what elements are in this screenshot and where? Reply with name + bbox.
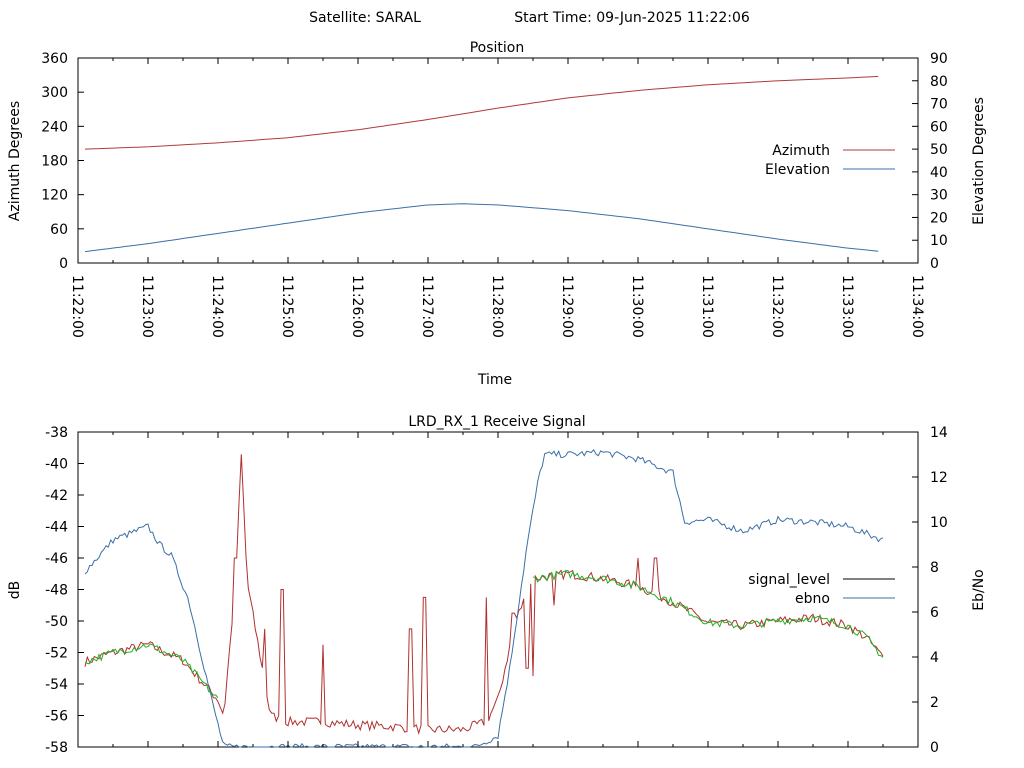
y-tick-label: -48: [45, 583, 68, 599]
start-time-label: Start Time: 09-Jun-2025 11:22:06: [514, 10, 750, 26]
y2-tick-label: 2: [930, 695, 939, 711]
y2-tick-label: 90: [930, 51, 948, 67]
x-tick-label: 11:25:00: [279, 275, 295, 338]
satellite-label: Satellite: SARAL: [309, 10, 421, 26]
y-tick-label: -58: [45, 740, 68, 756]
x-tick-label: 11:34:00: [909, 275, 925, 338]
y-tick-label: 360: [41, 51, 68, 67]
x-tick-label: 11:24:00: [209, 275, 225, 338]
x-tick-label: 11:29:00: [559, 275, 575, 338]
y-tick-label: 300: [41, 85, 68, 101]
y2-tick-label: 70: [930, 97, 948, 113]
y2-tick-label: 60: [930, 119, 948, 135]
y2-tick-label: 0: [930, 256, 939, 272]
position-chart: Position 0 60 120 180 240 300 360 0 10 20 30 40 50 60…: [7, 40, 987, 388]
signal-level-series-line-segment: [532, 569, 884, 658]
y2-tick-label: 10: [930, 233, 948, 249]
y-tick-label: 180: [41, 154, 68, 170]
position-chart-title: Position: [470, 40, 525, 56]
y-tick-label: -46: [45, 551, 68, 567]
y-tick-label: -54: [45, 677, 68, 693]
y2-tick-label: 30: [930, 188, 948, 204]
signal-y-axis-label: dB: [7, 581, 23, 600]
receive-signal-chart: LRD_RX_1 Receive Signal -58 -56 -54 -52 -50 -…: [7, 414, 987, 756]
ebno-series-line: [84, 448, 884, 748]
position-x-axis-label: Time: [477, 372, 512, 388]
elevation-series-line: [84, 203, 879, 253]
x-tick-label: 11:22:00: [69, 275, 85, 338]
x-tick-label: 11:26:00: [349, 275, 365, 338]
y-tick-label: -56: [45, 709, 68, 725]
y2-tick-label: 20: [930, 210, 948, 226]
x-tick-label: 11:30:00: [629, 275, 645, 338]
position-plot-frame: [77, 57, 919, 264]
x-tick-label: 11:31:00: [699, 275, 715, 338]
position-y-axis-label: Azimuth Degrees: [7, 101, 23, 221]
y2-tick-label: 14: [930, 425, 948, 441]
signal-y2-axis-label: Eb/No: [971, 569, 987, 611]
y-tick-label: 0: [59, 256, 68, 272]
x-tick-label: 11:23:00: [139, 275, 155, 338]
x-tick-label: 11:33:00: [839, 275, 855, 338]
y2-tick-label: 80: [930, 74, 948, 90]
y2-tick-label: 12: [930, 470, 948, 486]
signal-plot-frame: [77, 431, 919, 748]
x-tick-label: 11:28:00: [489, 275, 505, 338]
x-tick-label: 11:27:00: [419, 275, 435, 338]
signal-level-series-line-segment: [84, 643, 219, 699]
y-tick-label: -44: [45, 520, 68, 536]
y2-tick-label: 8: [930, 560, 939, 576]
signal-level-series-line: [84, 454, 884, 735]
y-tick-label: -50: [45, 614, 68, 630]
y2-tick-label: 10: [930, 515, 948, 531]
y-tick-label: 120: [41, 188, 68, 204]
y2-tick-label: 40: [930, 165, 948, 181]
legend-label: signal_level: [748, 572, 830, 588]
y-tick-label: -38: [45, 425, 68, 441]
x-tick-label: 11:32:00: [769, 275, 785, 338]
legend-label: Elevation: [765, 162, 830, 178]
y-tick-label: -42: [45, 488, 68, 504]
y2-tick-label: 4: [930, 650, 939, 666]
y-tick-label: -52: [45, 646, 68, 662]
legend-label: ebno: [795, 591, 830, 607]
y2-tick-label: 6: [930, 605, 939, 621]
position-y2-axis-label: Elevation Degrees: [971, 97, 987, 225]
y-tick-label: 240: [41, 119, 68, 135]
azimuth-series-line: [84, 75, 879, 150]
y-tick-label: -40: [45, 457, 68, 473]
y-tick-label: 60: [50, 222, 68, 238]
legend-label: Azimuth: [772, 143, 830, 159]
y2-tick-label: 50: [930, 142, 948, 158]
y2-tick-label: 0: [930, 740, 939, 756]
receive-signal-chart-title: LRD_RX_1 Receive Signal: [408, 414, 585, 430]
